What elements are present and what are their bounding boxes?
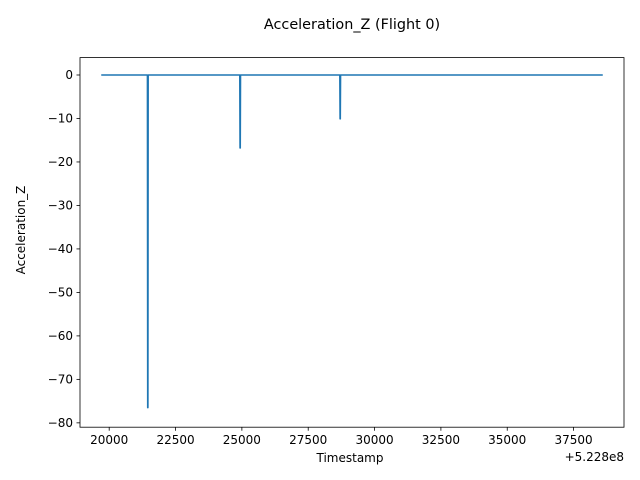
x-tick-label: 25000 bbox=[223, 433, 261, 447]
x-tick-label: 35000 bbox=[488, 433, 526, 447]
plot-background bbox=[80, 57, 624, 428]
y-tick-label: −60 bbox=[48, 329, 73, 343]
y-tick-label: −70 bbox=[48, 373, 73, 387]
x-tick-label: 32500 bbox=[422, 433, 460, 447]
x-axis-ticks: 20000 22500 25000 27500 30000 32500 35000 37500 bbox=[90, 427, 593, 447]
chart-title: Acceleration_Z (Flight 0) bbox=[264, 17, 440, 33]
x-tick-label: 22500 bbox=[156, 433, 194, 447]
x-tick-label: 27500 bbox=[289, 433, 327, 447]
y-tick-label: −50 bbox=[48, 286, 73, 300]
y-axis-label: Acceleration_Z bbox=[14, 186, 28, 275]
y-tick-label: −20 bbox=[48, 155, 73, 169]
y-axis-ticks: 0 −10 −20 −30 −40 −50 −60 −70 −80 bbox=[48, 68, 80, 430]
y-tick-label: −10 bbox=[48, 112, 73, 126]
x-tick-label: 30000 bbox=[355, 433, 393, 447]
x-axis-label: Timestamp bbox=[316, 451, 384, 465]
series-layer bbox=[101, 74, 603, 409]
y-tick-label: −80 bbox=[48, 416, 73, 430]
plot-frame bbox=[79, 57, 625, 428]
y-tick-label: −30 bbox=[48, 199, 73, 213]
y-tick-label: 0 bbox=[65, 68, 73, 82]
series-line-0 bbox=[101, 74, 603, 409]
x-tick-label: 37500 bbox=[554, 433, 592, 447]
x-tick-label: 20000 bbox=[90, 433, 128, 447]
x-axis-offset-label: +5.228e8 bbox=[565, 450, 624, 464]
y-tick-label: −40 bbox=[48, 242, 73, 256]
